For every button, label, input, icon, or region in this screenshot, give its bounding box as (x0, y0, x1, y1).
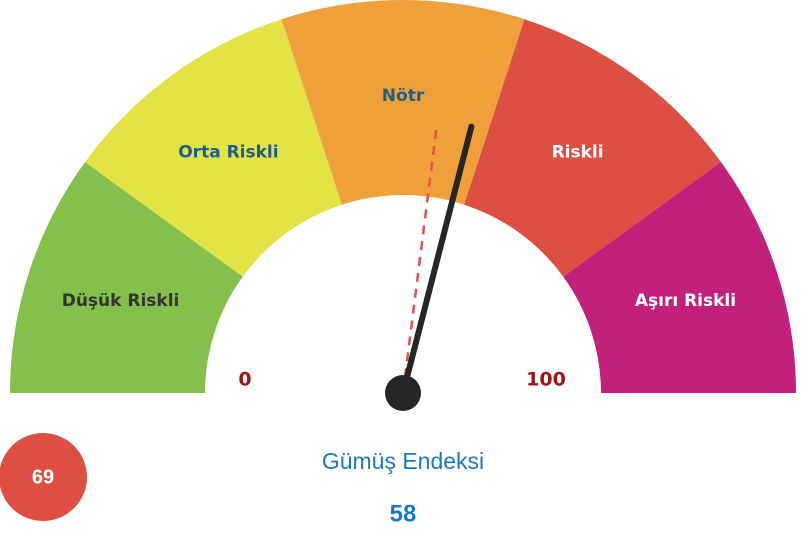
segment-label: Riskli (552, 143, 604, 163)
needle-hub (385, 375, 421, 411)
gauge-segment (85, 19, 342, 277)
value-label: 58 (390, 500, 417, 527)
gauge-segment (10, 162, 243, 393)
reference-needle (401, 122, 439, 394)
scale-label: 100 (526, 369, 566, 391)
segment-label: Nötr (382, 86, 425, 106)
segment-label: Aşırı Riskli (635, 291, 736, 311)
gauge-segment (563, 162, 796, 393)
segment-label: Orta Riskli (178, 143, 278, 163)
badge (0, 433, 87, 521)
segment-label: Düşük Riskli (62, 291, 180, 311)
scale-label: 0 (238, 369, 251, 391)
badge-label: 69 (32, 466, 54, 488)
gauge-segment (464, 19, 721, 277)
needle (400, 123, 475, 396)
chart-title: Gümüş Endeksi (322, 448, 484, 474)
